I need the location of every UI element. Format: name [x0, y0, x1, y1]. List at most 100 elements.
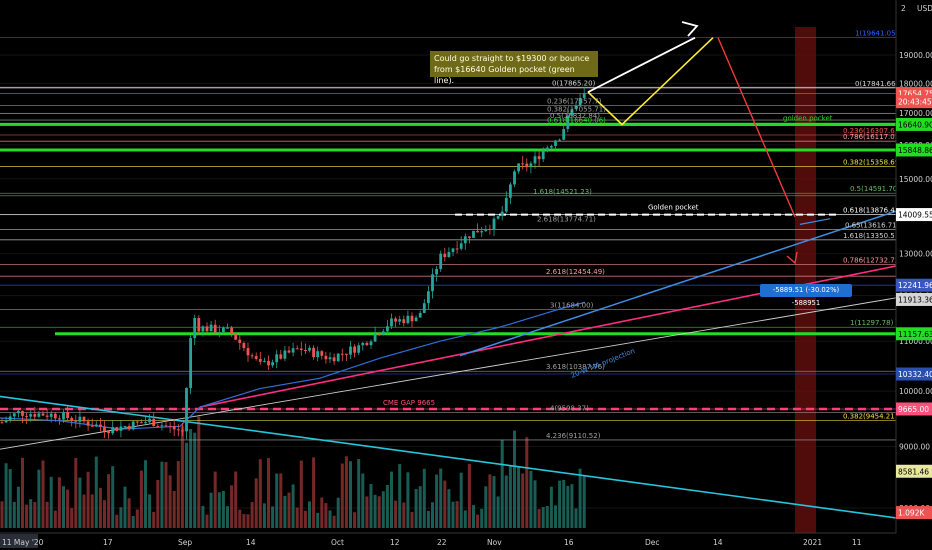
volume-bar: [0, 501, 4, 528]
level-label-6: 0.5(16832.84): [550, 112, 600, 120]
volume-bar: [267, 458, 270, 528]
candle-body: [33, 414, 37, 417]
candle-body: [562, 129, 566, 140]
time-tick-label-2: Sep: [178, 538, 192, 547]
level-label-0: 1(19641.05): [855, 30, 899, 38]
candle-body: [172, 426, 176, 430]
volume-bar: [193, 432, 197, 528]
candle-body: [320, 351, 324, 356]
price-tag-label-5: 12241.96: [898, 281, 932, 290]
price-axis[interactable]: USD28000.009000.0010000.0011000.0012000.…: [895, 0, 932, 550]
candle-body: [308, 347, 311, 351]
candle-body: [455, 248, 459, 250]
level-label-1: 0(17865.20): [552, 79, 596, 87]
candle-body: [279, 354, 283, 359]
volume-bar: [394, 500, 398, 528]
level-label-27: 0.382(9454.21): [843, 413, 898, 421]
price-tag-5: [896, 278, 932, 292]
candle-body: [304, 349, 307, 351]
volume-bar: [8, 469, 12, 528]
candle-body: [111, 427, 115, 434]
volume-bar: [152, 511, 156, 528]
volume-bar: [4, 463, 8, 528]
candle-body: [496, 215, 500, 219]
candle-body: [550, 146, 553, 148]
time-tick-label-3: 14: [246, 538, 256, 547]
volume-bar: [385, 485, 389, 528]
candle-body: [439, 253, 443, 270]
volume-bar: [439, 468, 443, 528]
candle-body: [328, 357, 332, 360]
candle-body: [226, 327, 229, 329]
level-label-28: 4.236(9110.52): [546, 432, 601, 440]
volume-bar: [275, 473, 279, 528]
candle-body: [66, 411, 69, 418]
candle-body: [131, 421, 135, 430]
volume-bar: [295, 507, 299, 528]
volume-bar: [418, 486, 422, 528]
volume-bar: [500, 439, 504, 528]
candle-body: [447, 252, 451, 258]
price-tag-label-7: 11157.63: [898, 330, 932, 339]
candle-body: [49, 413, 53, 417]
volume-bar: [431, 502, 434, 528]
volume-bar: [566, 485, 570, 528]
candle-body: [480, 231, 484, 233]
golden-pocket-upper-label: golden pocket: [783, 114, 833, 122]
candle-body: [295, 348, 299, 350]
candle-body: [369, 341, 373, 346]
volume-bar: [45, 501, 49, 528]
drawdown-measure: -5889.51 (-30.02%) -588951: [760, 284, 852, 307]
candle-body: [406, 315, 410, 324]
candle-body: [25, 415, 28, 417]
candle-body: [291, 348, 295, 353]
volume-bar: [488, 474, 492, 528]
price-tick-label-10: 18000.00: [899, 79, 932, 88]
volume-bar: [373, 494, 377, 528]
yellow-projection: [587, 37, 714, 126]
candle-body: [189, 338, 192, 388]
candle-body: [242, 343, 246, 349]
price-tick-label-2: 10000.00: [899, 387, 932, 396]
time-axis[interactable]: 11 May '20 17 Sep 14 Oct 12 22 Nov 16 Dec 14 2021 11: [0, 532, 896, 550]
white-projection: [587, 36, 696, 93]
volume-bar: [369, 484, 373, 528]
volume-bar: [176, 461, 180, 528]
volume-bar: [148, 494, 152, 528]
price-tag-6: [896, 292, 932, 306]
volume-bar: [221, 490, 225, 528]
candle-body: [398, 319, 402, 322]
candle-body: [332, 357, 336, 362]
volume-bar: [283, 495, 287, 528]
red-projection: [717, 37, 796, 218]
volume-bar: [144, 460, 147, 528]
white-arrowhead: [681, 21, 699, 37]
price-tag-9: [896, 402, 932, 416]
level-label-2: 0(17841.66): [855, 80, 899, 88]
volume-bar: [320, 497, 324, 528]
volume-bar: [25, 504, 29, 528]
volume-bar: [361, 473, 365, 528]
candle-body: [414, 317, 418, 322]
volume-bar: [451, 501, 455, 528]
volume-bar: [86, 471, 90, 528]
callout-note: Could go straight to $19300 or bounce fr…: [430, 51, 598, 85]
volume-bar: [476, 514, 480, 528]
candlesticks: [0, 86, 586, 440]
volume-bar: [529, 470, 533, 528]
candle-body: [119, 426, 123, 431]
candle-body: [90, 425, 94, 427]
volume-bar: [484, 486, 488, 528]
candle-body: [58, 418, 61, 420]
volume-bar: [406, 472, 410, 528]
volume-bar: [119, 507, 123, 528]
volume-bar: [107, 474, 111, 528]
candle-body: [168, 425, 172, 427]
candle-body: [513, 171, 516, 185]
price-tag-10: [896, 464, 932, 478]
candle-body: [521, 163, 525, 165]
candle-body: [472, 230, 475, 238]
time-tick-label-11: 2021: [803, 538, 822, 547]
candle-body: [267, 360, 270, 366]
